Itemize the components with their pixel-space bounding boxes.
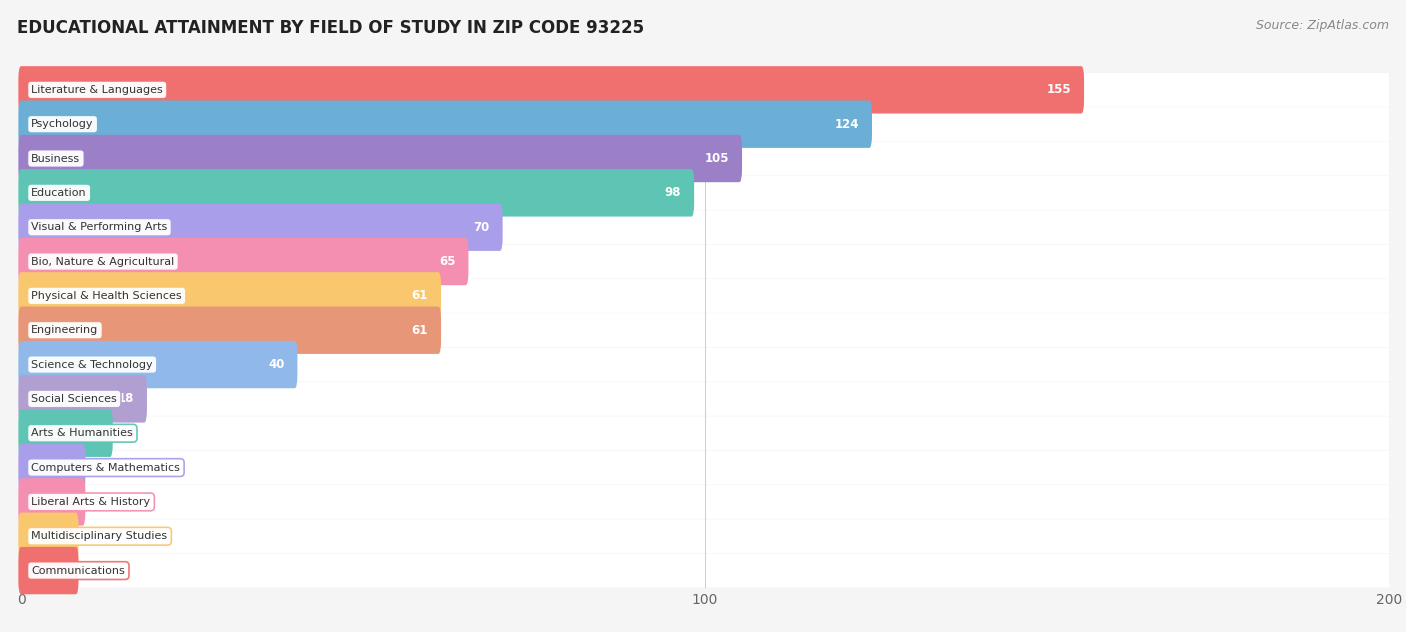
Text: 0: 0 — [86, 564, 93, 577]
FancyBboxPatch shape — [18, 341, 298, 388]
FancyBboxPatch shape — [18, 410, 112, 457]
FancyBboxPatch shape — [21, 451, 1389, 484]
FancyBboxPatch shape — [18, 375, 148, 423]
Text: 9: 9 — [93, 495, 100, 508]
Text: Psychology: Psychology — [31, 119, 94, 129]
FancyBboxPatch shape — [21, 73, 1389, 107]
Text: 155: 155 — [1046, 83, 1071, 96]
FancyBboxPatch shape — [21, 554, 1389, 587]
Text: Visual & Performing Arts: Visual & Performing Arts — [31, 222, 167, 232]
FancyBboxPatch shape — [18, 547, 79, 594]
Text: Arts & Humanities: Arts & Humanities — [31, 428, 134, 438]
Text: 61: 61 — [412, 324, 427, 337]
FancyBboxPatch shape — [18, 238, 468, 285]
Text: 98: 98 — [665, 186, 681, 199]
FancyBboxPatch shape — [18, 100, 872, 148]
Text: Communications: Communications — [31, 566, 125, 576]
Text: Education: Education — [31, 188, 87, 198]
FancyBboxPatch shape — [21, 210, 1389, 244]
FancyBboxPatch shape — [21, 348, 1389, 381]
Text: Literature & Languages: Literature & Languages — [31, 85, 163, 95]
FancyBboxPatch shape — [21, 176, 1389, 210]
FancyBboxPatch shape — [21, 485, 1389, 519]
FancyBboxPatch shape — [18, 513, 79, 560]
Text: Multidisciplinary Studies: Multidisciplinary Studies — [31, 532, 167, 541]
Text: 40: 40 — [269, 358, 284, 371]
FancyBboxPatch shape — [18, 307, 441, 354]
Text: Computers & Mathematics: Computers & Mathematics — [31, 463, 180, 473]
Text: Social Sciences: Social Sciences — [31, 394, 117, 404]
FancyBboxPatch shape — [21, 142, 1389, 175]
Text: Business: Business — [31, 154, 80, 164]
Text: 0: 0 — [86, 530, 93, 543]
Text: 124: 124 — [835, 118, 859, 131]
Text: 65: 65 — [439, 255, 456, 268]
FancyBboxPatch shape — [21, 245, 1389, 278]
FancyBboxPatch shape — [21, 107, 1389, 141]
FancyBboxPatch shape — [21, 520, 1389, 553]
Text: Science & Technology: Science & Technology — [31, 360, 153, 370]
Text: EDUCATIONAL ATTAINMENT BY FIELD OF STUDY IN ZIP CODE 93225: EDUCATIONAL ATTAINMENT BY FIELD OF STUDY… — [17, 19, 644, 37]
FancyBboxPatch shape — [21, 382, 1389, 416]
Text: Liberal Arts & History: Liberal Arts & History — [31, 497, 150, 507]
Text: 18: 18 — [118, 392, 134, 405]
Text: Source: ZipAtlas.com: Source: ZipAtlas.com — [1256, 19, 1389, 32]
Text: 105: 105 — [704, 152, 730, 165]
Text: Bio, Nature & Agricultural: Bio, Nature & Agricultural — [31, 257, 174, 267]
FancyBboxPatch shape — [18, 66, 1084, 114]
Text: 61: 61 — [412, 289, 427, 302]
Text: Engineering: Engineering — [31, 325, 98, 335]
Text: 70: 70 — [474, 221, 489, 234]
FancyBboxPatch shape — [18, 135, 742, 182]
FancyBboxPatch shape — [21, 279, 1389, 313]
FancyBboxPatch shape — [18, 444, 86, 491]
Text: Physical & Health Sciences: Physical & Health Sciences — [31, 291, 181, 301]
Text: 13: 13 — [121, 427, 135, 440]
FancyBboxPatch shape — [18, 169, 695, 217]
FancyBboxPatch shape — [18, 204, 502, 251]
FancyBboxPatch shape — [21, 416, 1389, 450]
Text: 9: 9 — [93, 461, 100, 474]
FancyBboxPatch shape — [18, 272, 441, 320]
FancyBboxPatch shape — [21, 313, 1389, 347]
FancyBboxPatch shape — [18, 478, 86, 526]
